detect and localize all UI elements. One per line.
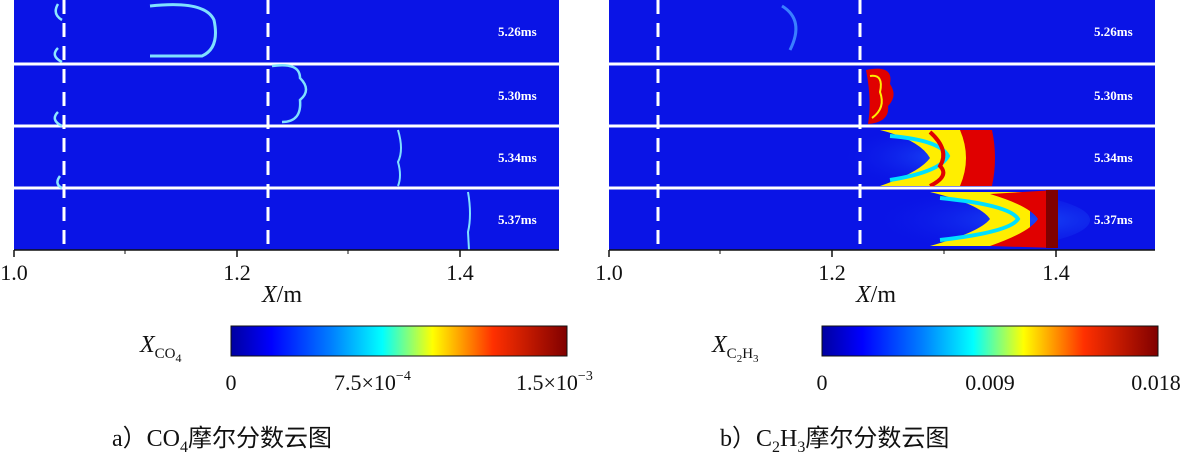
time-label: 5.30ms	[498, 88, 537, 103]
x-tick-label: 1.4	[446, 260, 474, 285]
panel-a: 5.26ms 5.30ms 5.34ms 5.37ms 1.0 1.2 1.4 …	[0, 0, 593, 456]
front-5-30	[271, 64, 308, 124]
time-label: 5.30ms	[1094, 88, 1133, 103]
time-label: 5.37ms	[1094, 212, 1133, 227]
x-tick-label: 1.4	[1042, 260, 1070, 285]
front-5-34	[396, 129, 402, 187]
front-5-26	[781, 4, 798, 51]
colorbar	[230, 325, 568, 357]
time-label: 5.37ms	[498, 212, 537, 227]
x-tick-label: 1.2	[818, 260, 846, 285]
colorbar-tick-label: 0.018	[1131, 370, 1181, 395]
front-5-26	[149, 3, 217, 58]
flame-5-34-yellow	[880, 130, 975, 186]
front-5-30	[866, 68, 894, 124]
colorbar-tick-label: 7.5×10−4	[334, 369, 411, 395]
colorbar-tick-label: 0.009	[965, 370, 1015, 395]
time-label: 5.26ms	[1094, 24, 1133, 39]
flame-5-37-red	[990, 190, 1056, 248]
front-5-30-inner	[869, 74, 883, 119]
colorbar-tick-label: 0	[226, 370, 237, 395]
x-tick-label: 1.0	[0, 260, 28, 285]
flame-5-37-yellow	[930, 192, 1030, 246]
colorbar	[821, 325, 1159, 357]
colorbar-tick-label: 1.5×10−3	[516, 369, 593, 395]
flame-5-34-red	[960, 130, 995, 186]
x-axis-label: X/m	[261, 282, 302, 308]
panel-caption: b）C2H3摩尔分数云图	[720, 425, 949, 456]
flame-5-34-cyan	[889, 134, 951, 182]
colorbar-label: XC2H3	[711, 332, 759, 365]
time-label: 5.34ms	[1094, 150, 1133, 165]
flame-5-34-red2	[928, 130, 946, 188]
time-label: 5.34ms	[498, 150, 537, 165]
x-axis-label: X/m	[855, 282, 896, 308]
panel-caption: a）CO4摩尔分数云图	[112, 425, 332, 456]
colorbar-label: XCO4	[139, 332, 182, 365]
panel-b: 5.26ms 5.30ms 5.34ms 5.37ms 1.0 1.2 1.4 …	[595, 0, 1181, 456]
front-5-37	[466, 191, 471, 251]
flame-5-37-darkred	[1046, 190, 1058, 248]
x-tick-label: 1.2	[223, 260, 251, 285]
flame-5-37-cyan	[939, 196, 1021, 242]
x-tick-label: 1.0	[595, 260, 623, 285]
time-label: 5.26ms	[498, 24, 537, 39]
vortex-mark	[53, 3, 63, 190]
colorbar-tick-label: 0	[817, 370, 828, 395]
